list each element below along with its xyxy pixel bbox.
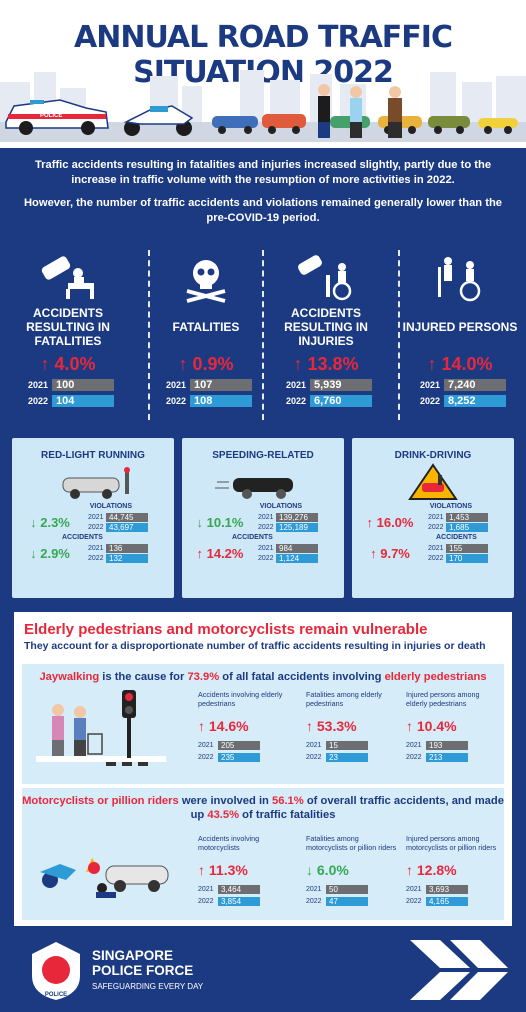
motorcyclist-section: Motorcyclists or pillion riders were inv… [22, 788, 504, 920]
speeding-car-icon [182, 461, 344, 503]
stat-accidents-fatalities: ACCIDENTS RESULTING IN FATALITIES ↑ 4.0%… [4, 246, 132, 426]
elderly-headline: Jaywalking is the cause for 73.9% of all… [39, 671, 487, 683]
chevron-arrows-icon [410, 940, 508, 1000]
moto-accidents-stat: Accidents involving motorcyclists ↑ 11.3… [198, 834, 260, 906]
svg-text:POLICE: POLICE [45, 992, 67, 998]
moto-injured-stat: Injured persons among motorcyclists or p… [406, 834, 497, 906]
header: ANNUAL ROAD TRAFFIC SITUATION 2022 POLIC… [0, 0, 526, 148]
divider [262, 250, 264, 420]
wheelchair-icon [396, 246, 524, 310]
stat-fatalities: FATALITIES ↑ 0.9% 2021 107 2022 108 [142, 246, 270, 426]
officer-and-people-icon [318, 84, 402, 138]
card-drink-driving: DRINK-DRIVING VIOLATIONS ↑ 16.0% 2021 1,4… [352, 438, 514, 598]
elderly-injured-stat: Injured persons among elderly pedestrian… [406, 690, 480, 762]
car-crash-icon [4, 246, 132, 310]
car-traffic-light-icon [12, 461, 174, 503]
police-car-icon: POLICE [5, 99, 109, 135]
intro-paragraph-2: However, the number of traffic accidents… [23, 197, 503, 224]
divider [148, 250, 150, 420]
skull-crossbones-icon [142, 246, 270, 310]
spf-name: SINGAPORE POLICE FORCE [92, 948, 194, 978]
elderly-section: Jaywalking is the cause for 73.9% of all… [22, 664, 504, 784]
vulnerable-heading: Elderly pedestrians and motorcyclists re… [24, 621, 428, 638]
card-red-light-running: RED-LIGHT RUNNING VIOLATIONS ↓ 2.3% 2021… [12, 438, 174, 598]
intro-text: Traffic accidents resulting in fatalitie… [14, 158, 512, 234]
divider [398, 250, 400, 420]
drink-driving-warning-icon [352, 461, 514, 503]
header-illustration: POLICE [0, 70, 526, 142]
moto-fatalities-stat: Fatalities among motorcyclists or pillio… [306, 834, 397, 906]
police-crest-icon: POLICE [32, 942, 80, 1000]
spf-tagline: SAFEGUARDING EVERY DAY [92, 982, 204, 991]
footer: POLICE SINGAPORE POLICE FORCE SAFEGUARDIN… [0, 930, 526, 1012]
elderly-accidents-stat: Accidents involving elderly pedestrians … [198, 690, 283, 762]
motorcycle-crash-icon [40, 858, 169, 898]
svg-text:POLICE: POLICE [40, 113, 62, 119]
car-crash-wheelchair-icon [262, 246, 390, 310]
police-motorcycle-icon [123, 105, 194, 136]
elderly-fatalities-stat: Fatalities among elderly pedestrians ↑ 5… [306, 690, 382, 762]
intro-paragraph-1: Traffic accidents resulting in fatalitie… [34, 159, 492, 186]
stat-accidents-injuries: ACCIDENTS RESULTING IN INJURIES ↑ 13.8% … [262, 246, 390, 426]
motorcyclist-headline: Motorcyclists or pillion riders were inv… [22, 795, 504, 821]
card-speeding-related: SPEEDING-RELATED VIOLATIONS ↓ 10.1% 2021… [182, 438, 344, 598]
vulnerable-subheading: They account for a disproportionate numb… [24, 640, 486, 652]
stat-injured-persons: INJURED PERSONS ↑ 14.0% 2021 7,240 2022 8,… [396, 246, 524, 426]
vulnerable-groups-panel: Elderly pedestrians and motorcyclists re… [14, 612, 512, 926]
elderly-jaywalking-icon [36, 690, 166, 766]
